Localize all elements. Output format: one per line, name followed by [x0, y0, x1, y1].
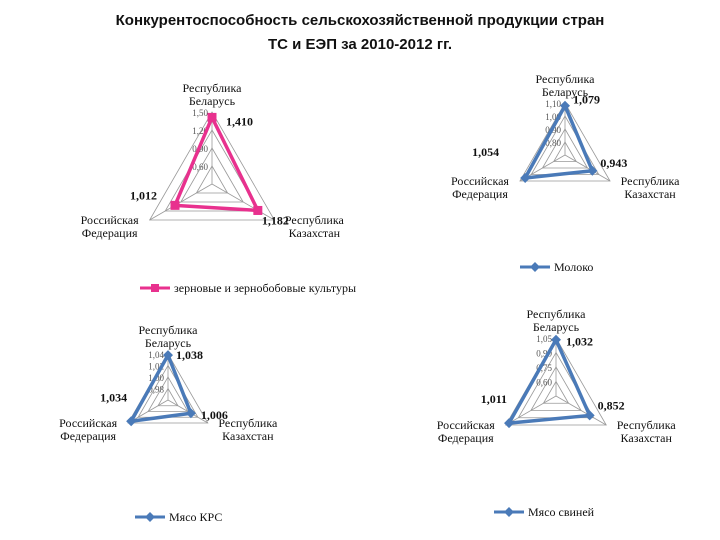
axis-label: Республика	[527, 307, 587, 321]
tick-label: 1,05	[536, 334, 552, 344]
grid-ring	[148, 111, 276, 221]
grid-ring	[519, 102, 611, 182]
data-point	[253, 205, 263, 215]
axis-label: Беларусь	[533, 320, 580, 334]
tick-label: 1,02	[148, 362, 164, 372]
data-point	[170, 200, 180, 210]
data-label: 1,034	[100, 390, 127, 404]
tick-label: 1,20	[192, 126, 208, 136]
data-point	[163, 350, 173, 361]
axis-label: Казахстан	[624, 187, 676, 201]
data-point	[207, 112, 217, 122]
tick-label: 0,80	[545, 138, 561, 148]
axis-label: Федерация	[82, 226, 138, 240]
tick-label: 0,60	[536, 378, 552, 388]
legend-label: Мясо свиней	[528, 505, 595, 519]
axis-label: Федерация	[60, 429, 116, 443]
axis-label: Федерация	[452, 187, 508, 201]
legend-marker	[530, 262, 540, 272]
data-label: 1,079	[573, 93, 600, 107]
grid-ring	[157, 387, 179, 407]
radar-chart-3: 0,981,001,021,04РеспубликаБеларусьРеспуб…	[59, 323, 278, 524]
tick-label: 0,60	[192, 162, 208, 172]
grid-ring	[180, 147, 244, 203]
grid-ring	[530, 366, 582, 411]
axis-label: Республика	[536, 72, 596, 86]
data-label: 1,182	[262, 213, 289, 227]
axis-label: Федерация	[438, 431, 494, 445]
axis-label: Беларусь	[189, 94, 236, 108]
data-label: 1,006	[201, 408, 228, 422]
radar-chart-1: 0,600,901,201,50РеспубликаБеларусьРеспуб…	[81, 81, 356, 295]
legend-label: Мясо КРС	[169, 510, 222, 524]
axis-label: Беларусь	[542, 85, 589, 99]
data-label: 0,943	[600, 156, 627, 170]
axis-label: Республика	[617, 418, 677, 432]
grid-ring	[195, 165, 229, 194]
axis-spoke	[211, 183, 275, 221]
data-label: 0,852	[598, 398, 625, 412]
axis-label: Республика	[621, 174, 681, 188]
tick-label: 0,90	[536, 349, 552, 359]
data-point	[551, 334, 561, 345]
legend-label: зерновые и зернобобовые культуры	[174, 281, 356, 295]
axis-label: Казахстан	[289, 226, 341, 240]
legend-marker	[504, 507, 514, 517]
axis-label: Республика	[139, 323, 199, 337]
data-point	[560, 100, 570, 111]
data-point	[520, 173, 531, 184]
axis-spoke	[505, 395, 557, 426]
data-label: 1,410	[226, 114, 253, 128]
tick-label: 0,98	[148, 385, 164, 395]
axis-label: Российская	[59, 416, 117, 430]
axis-label: Российская	[451, 174, 509, 188]
grid-ring	[541, 128, 589, 169]
axis-label: Российская	[437, 418, 495, 432]
radar-chart-4: 0,600,750,901,05РеспубликаБеларусьРеспуб…	[437, 307, 677, 519]
axis-label: Республика	[183, 81, 243, 95]
data-label: 1,011	[481, 392, 507, 406]
data-label: 1,012	[130, 188, 157, 202]
tick-label: 1,04	[148, 350, 164, 360]
chart-title-line-1: Конкурентоспособность сельскохозяйственн…	[115, 12, 605, 29]
axis-spoke	[564, 154, 611, 182]
data-label: 1,054	[472, 145, 499, 159]
axis-label: Республика	[218, 416, 278, 430]
axis-label: Казахстан	[621, 431, 673, 445]
data-point	[504, 418, 515, 429]
series-line	[523, 103, 595, 180]
data-point	[587, 165, 598, 176]
series-line	[173, 115, 260, 213]
series-line	[507, 337, 592, 425]
grid-ring	[553, 141, 577, 162]
series-line	[129, 353, 193, 424]
grid-ring	[542, 380, 570, 404]
legend-label: Молоко	[554, 260, 593, 274]
radar-chart-2: 0,800,901,001,10РеспубликаБеларусьРеспуб…	[451, 72, 680, 274]
data-label: 1,032	[566, 335, 593, 349]
legend-marker	[151, 284, 159, 292]
grid-ring	[147, 376, 189, 412]
tick-label: 1,10	[545, 99, 561, 109]
data-point	[126, 416, 137, 427]
legend-marker	[145, 512, 155, 522]
axis-spoke	[149, 183, 213, 221]
axis-label: Республика	[285, 213, 345, 227]
tick-label: 0,75	[536, 363, 552, 373]
axis-spoke	[555, 395, 607, 426]
tick-label: 1,00	[545, 112, 561, 122]
chart-title-line-2: ТС и ЕЭП за 2010-2012 гг.	[267, 36, 452, 53]
axis-label: Беларусь	[145, 336, 192, 350]
tick-label: 1,50	[192, 108, 208, 118]
axis-label: Казахстан	[222, 429, 274, 443]
data-label: 1,038	[176, 348, 203, 362]
data-point	[185, 408, 196, 419]
axis-label: Российская	[81, 213, 139, 227]
data-point	[584, 410, 595, 421]
